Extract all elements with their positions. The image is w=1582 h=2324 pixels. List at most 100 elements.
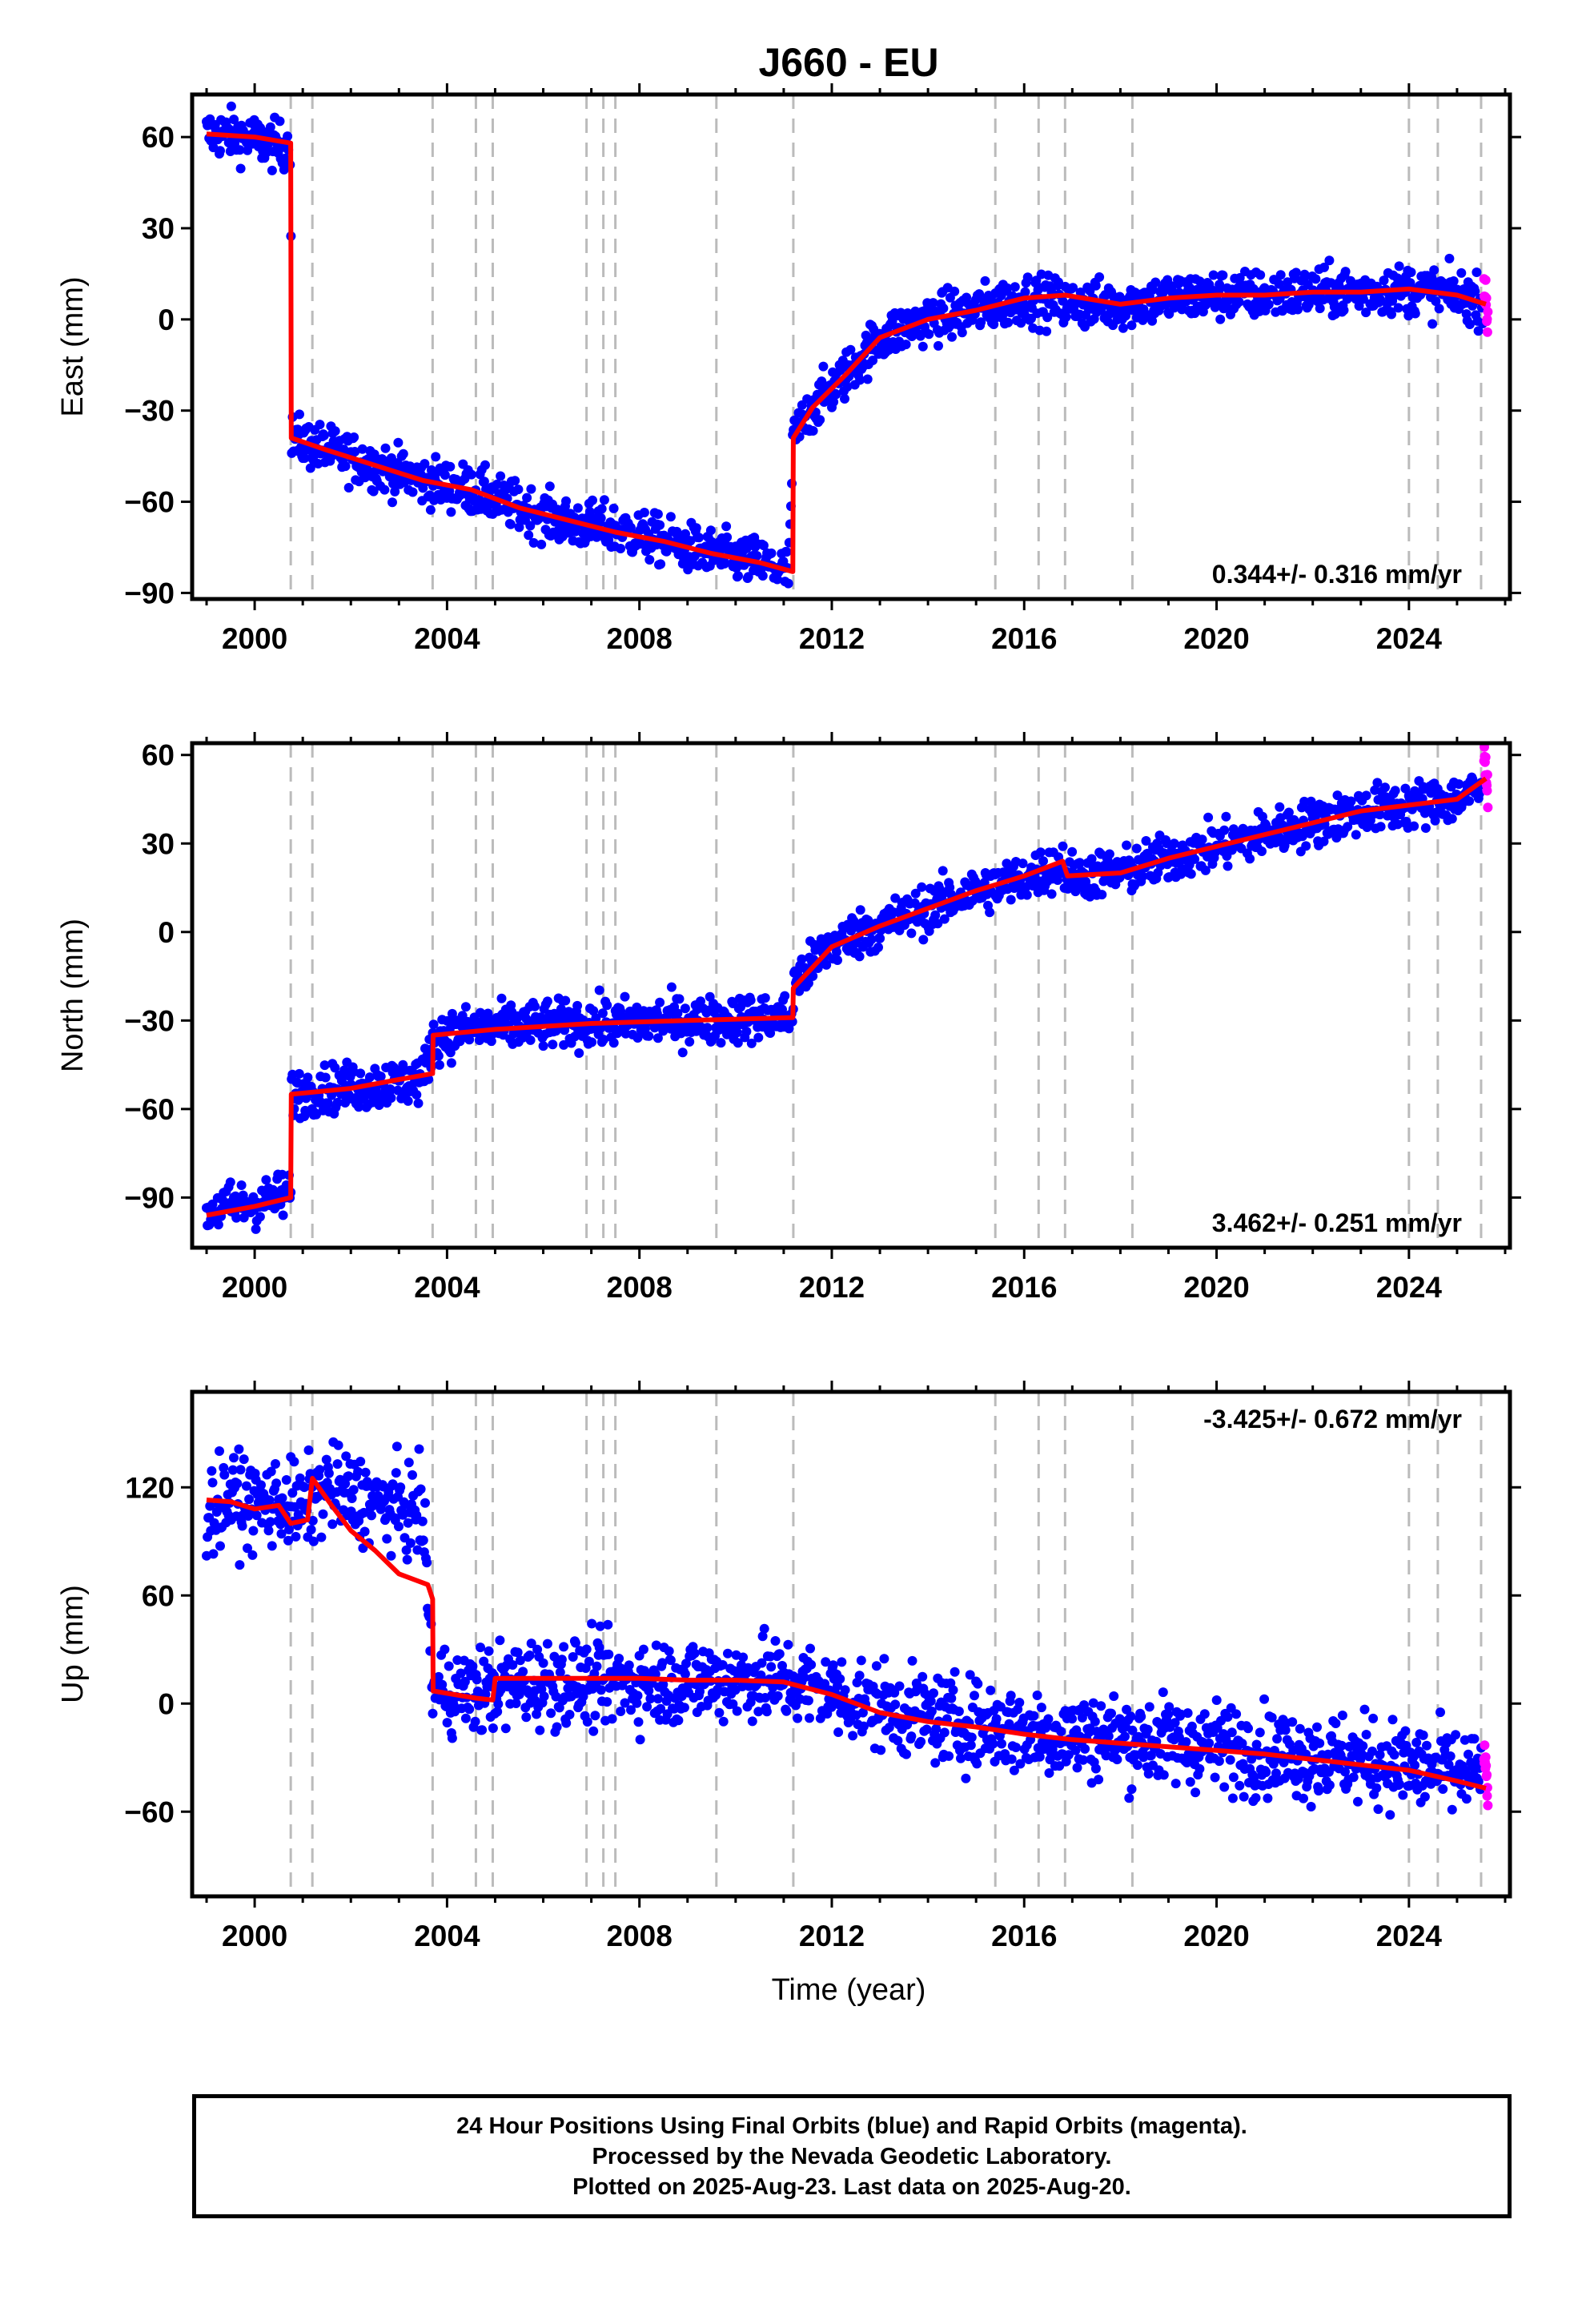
final-orbit-point bbox=[1261, 1767, 1271, 1777]
final-orbit-point bbox=[644, 1031, 654, 1041]
y-tick-label: −60 bbox=[124, 486, 175, 519]
final-orbit-point bbox=[723, 1648, 733, 1659]
data-layer bbox=[202, 743, 1493, 1234]
final-orbit-point bbox=[364, 1072, 375, 1083]
final-orbit-point bbox=[818, 361, 829, 372]
final-orbit-point bbox=[284, 1525, 294, 1534]
final-orbit-point bbox=[652, 1008, 662, 1019]
final-orbit-point bbox=[986, 1685, 996, 1695]
final-orbit-point bbox=[265, 122, 275, 132]
final-orbit-point bbox=[542, 1638, 552, 1649]
final-orbit-point bbox=[957, 328, 967, 338]
final-orbit-point bbox=[655, 520, 665, 530]
rapid-orbit-point bbox=[1483, 802, 1493, 813]
final-orbit-point bbox=[1454, 779, 1464, 790]
final-orbit-point bbox=[347, 1494, 357, 1503]
final-orbit-point bbox=[721, 521, 732, 532]
model-fit-line bbox=[206, 131, 1487, 574]
y-tick-label: 30 bbox=[142, 212, 175, 245]
final-orbit-point bbox=[862, 374, 873, 384]
final-orbit-point bbox=[340, 1478, 351, 1489]
final-orbit-point bbox=[1144, 1702, 1154, 1712]
final-orbit-point bbox=[595, 1621, 605, 1631]
final-orbit-point bbox=[574, 1048, 584, 1058]
final-orbit-point bbox=[267, 1541, 277, 1551]
final-orbit-point bbox=[323, 1468, 334, 1478]
footer-box: 24 Hour Positions Using Final Orbits (bl… bbox=[192, 2094, 1512, 2218]
y-tick-label: −90 bbox=[124, 1181, 175, 1214]
final-orbit-point bbox=[640, 1023, 650, 1034]
final-orbit-point bbox=[624, 1660, 634, 1671]
x-tick-label: 2000 bbox=[222, 622, 287, 655]
final-orbit-point bbox=[1182, 1708, 1193, 1719]
final-orbit-point bbox=[539, 1691, 549, 1702]
final-orbit-point bbox=[532, 1644, 543, 1655]
final-orbit-point bbox=[401, 1545, 412, 1555]
final-orbit-point bbox=[639, 508, 649, 517]
final-orbit-point bbox=[343, 483, 354, 493]
final-orbit-point bbox=[808, 971, 818, 981]
final-orbit-point bbox=[831, 389, 841, 400]
final-orbit-point bbox=[1315, 304, 1325, 314]
final-orbit-point bbox=[840, 394, 849, 404]
final-orbit-point bbox=[1435, 1707, 1445, 1718]
final-orbit-point bbox=[1473, 326, 1484, 336]
final-orbit-point bbox=[871, 1661, 881, 1671]
final-orbit-point bbox=[1058, 841, 1068, 851]
final-orbit-point bbox=[608, 1038, 619, 1048]
final-orbit-point bbox=[1056, 1727, 1066, 1737]
final-orbit-point bbox=[1077, 1712, 1087, 1723]
final-orbit-point bbox=[607, 1714, 617, 1724]
final-orbit-point bbox=[761, 1707, 772, 1717]
final-orbit-point bbox=[544, 481, 555, 492]
final-orbit-point bbox=[974, 289, 985, 300]
final-orbit-point bbox=[732, 1027, 742, 1038]
final-orbit-point bbox=[1063, 1750, 1074, 1760]
final-orbit-point bbox=[965, 1670, 975, 1680]
final-orbit-point bbox=[1227, 1793, 1238, 1803]
final-orbit-point bbox=[1249, 1772, 1259, 1783]
final-orbit-point bbox=[305, 463, 315, 473]
final-orbit-point bbox=[417, 1516, 428, 1526]
final-orbit-point bbox=[402, 1554, 412, 1565]
final-orbit-point bbox=[330, 1063, 340, 1073]
final-orbit-point bbox=[510, 476, 520, 486]
final-orbit-point bbox=[205, 1501, 215, 1511]
final-orbit-point bbox=[1263, 1793, 1273, 1803]
x-tick-label: 2016 bbox=[991, 1920, 1057, 1952]
final-orbit-point bbox=[1014, 1698, 1025, 1707]
final-orbit-point bbox=[236, 1180, 247, 1190]
final-orbit-point bbox=[1015, 1759, 1026, 1769]
final-orbit-point bbox=[946, 1693, 957, 1703]
final-orbit-point bbox=[599, 495, 609, 505]
final-orbit-point bbox=[1219, 825, 1230, 835]
final-orbit-point bbox=[901, 340, 911, 350]
final-orbit-point bbox=[526, 484, 536, 494]
final-orbit-point bbox=[466, 469, 476, 480]
final-orbit-point bbox=[1332, 790, 1343, 801]
final-orbit-point bbox=[375, 1072, 386, 1082]
final-orbit-point bbox=[1251, 1739, 1262, 1750]
final-orbit-point bbox=[256, 1480, 266, 1490]
final-orbit-point bbox=[248, 1526, 259, 1536]
final-orbit-point bbox=[493, 1699, 504, 1709]
final-orbit-point bbox=[235, 1560, 245, 1570]
final-orbit-point bbox=[1448, 276, 1459, 286]
final-orbit-point bbox=[1150, 277, 1161, 287]
final-orbit-point bbox=[1419, 1791, 1430, 1802]
final-orbit-point bbox=[604, 1649, 614, 1659]
final-orbit-point bbox=[556, 1655, 567, 1665]
final-orbit-point bbox=[594, 1642, 604, 1653]
x-tick-label: 2024 bbox=[1376, 1920, 1443, 1952]
final-orbit-point bbox=[1068, 283, 1078, 293]
final-orbit-point bbox=[229, 1453, 239, 1463]
final-orbit-point bbox=[386, 1093, 396, 1103]
final-orbit-point bbox=[1445, 1751, 1456, 1761]
final-orbit-point bbox=[247, 1550, 258, 1560]
final-orbit-point bbox=[602, 1697, 612, 1707]
final-orbit-point bbox=[350, 447, 360, 456]
final-orbit-point bbox=[394, 1522, 404, 1532]
final-orbit-point bbox=[1306, 1802, 1316, 1811]
final-orbit-point bbox=[1464, 1749, 1473, 1759]
